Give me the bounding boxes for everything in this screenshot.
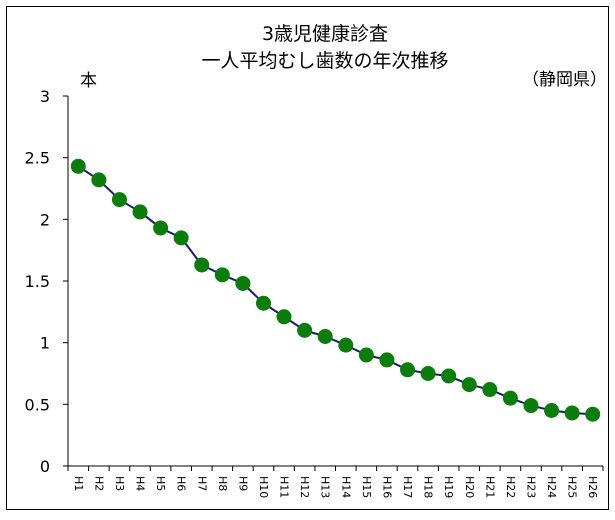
x-tick-label: H20 bbox=[463, 476, 476, 498]
data-point-h1 bbox=[70, 158, 86, 174]
x-tick-label: H13 bbox=[319, 476, 332, 498]
x-tick-label: H3 bbox=[113, 476, 126, 491]
x-tick-label: H16 bbox=[380, 476, 393, 498]
x-tick-label: H23 bbox=[524, 476, 537, 498]
data-point-h17 bbox=[400, 362, 416, 378]
data-point-h3 bbox=[111, 192, 127, 208]
data-point-h21 bbox=[482, 382, 498, 398]
data-point-h9 bbox=[235, 275, 251, 291]
data-point-h2 bbox=[91, 172, 107, 188]
x-tick-label: H22 bbox=[504, 476, 517, 498]
data-point-h7 bbox=[194, 257, 210, 273]
data-point-h23 bbox=[523, 398, 539, 414]
x-tick-label: H26 bbox=[586, 476, 599, 498]
chart-subtitle: （静岡県） bbox=[522, 70, 607, 90]
data-point-h12 bbox=[297, 322, 313, 338]
x-tick-label: H1 bbox=[72, 476, 85, 491]
data-point-h15 bbox=[358, 347, 374, 363]
chart-border bbox=[6, 6, 609, 510]
chart-title-line1: 3歳児健康診査 bbox=[262, 23, 388, 45]
chart-title-line2: 一人平均むし歯数の年次推移 bbox=[201, 50, 448, 72]
x-tick-label: H12 bbox=[298, 476, 311, 498]
data-point-h22 bbox=[502, 390, 518, 406]
y-tick-label: 1 bbox=[40, 334, 50, 353]
y-tick-label: 3 bbox=[40, 87, 50, 106]
x-tick-label: H19 bbox=[442, 476, 455, 498]
y-tick-label: 1.5 bbox=[25, 272, 50, 291]
data-point-h8 bbox=[214, 267, 230, 283]
data-point-h18 bbox=[420, 366, 436, 381]
series-layer bbox=[70, 158, 601, 422]
data-point-h25 bbox=[564, 405, 580, 421]
y-tick-label: 0 bbox=[40, 457, 50, 476]
data-point-h16 bbox=[379, 352, 395, 368]
data-point-h5 bbox=[153, 220, 169, 236]
x-tick-label: H21 bbox=[483, 476, 496, 498]
x-tick-label: H4 bbox=[134, 476, 147, 491]
x-tick-label: H11 bbox=[278, 476, 291, 498]
y-tick-label: 0.5 bbox=[25, 395, 50, 414]
data-point-h19 bbox=[441, 368, 457, 384]
data-point-h11 bbox=[276, 309, 292, 325]
x-tick-label: H17 bbox=[401, 476, 414, 498]
y-axis-unit-label: 本 bbox=[80, 71, 97, 91]
x-tick-label: H25 bbox=[566, 476, 579, 498]
y-tick-label: 2.5 bbox=[25, 149, 50, 168]
data-point-h26 bbox=[585, 406, 601, 422]
x-tick-label: H14 bbox=[339, 476, 352, 498]
x-tick-label: H18 bbox=[422, 476, 435, 498]
x-axis: H1 H2 H3 H4 H5 H6 H7 H8 H9 H10 H11 H12 H13 H14 H15 H16 H… bbox=[67, 465, 604, 498]
x-tick-label: H7 bbox=[195, 476, 208, 491]
x-tick-label: H15 bbox=[360, 476, 373, 498]
data-point-h13 bbox=[317, 329, 333, 344]
data-point-h10 bbox=[255, 295, 271, 311]
x-tick-label: H2 bbox=[92, 476, 105, 491]
y-axis: 0 0.5 1 1.5 2 2.5 3 bbox=[25, 87, 69, 476]
x-tick-label: H10 bbox=[257, 476, 270, 498]
data-point-h20 bbox=[461, 377, 477, 393]
x-tick-label: H8 bbox=[216, 476, 229, 491]
data-point-h24 bbox=[544, 403, 560, 418]
x-tick-label: H24 bbox=[545, 476, 558, 498]
y-tick-label: 2 bbox=[40, 210, 50, 229]
data-point-h14 bbox=[338, 337, 354, 353]
x-tick-label: H6 bbox=[175, 476, 188, 491]
x-tick-label: H5 bbox=[154, 476, 167, 491]
x-tick-label: H9 bbox=[236, 476, 249, 491]
data-point-h4 bbox=[132, 204, 148, 220]
data-point-h6 bbox=[173, 230, 189, 246]
